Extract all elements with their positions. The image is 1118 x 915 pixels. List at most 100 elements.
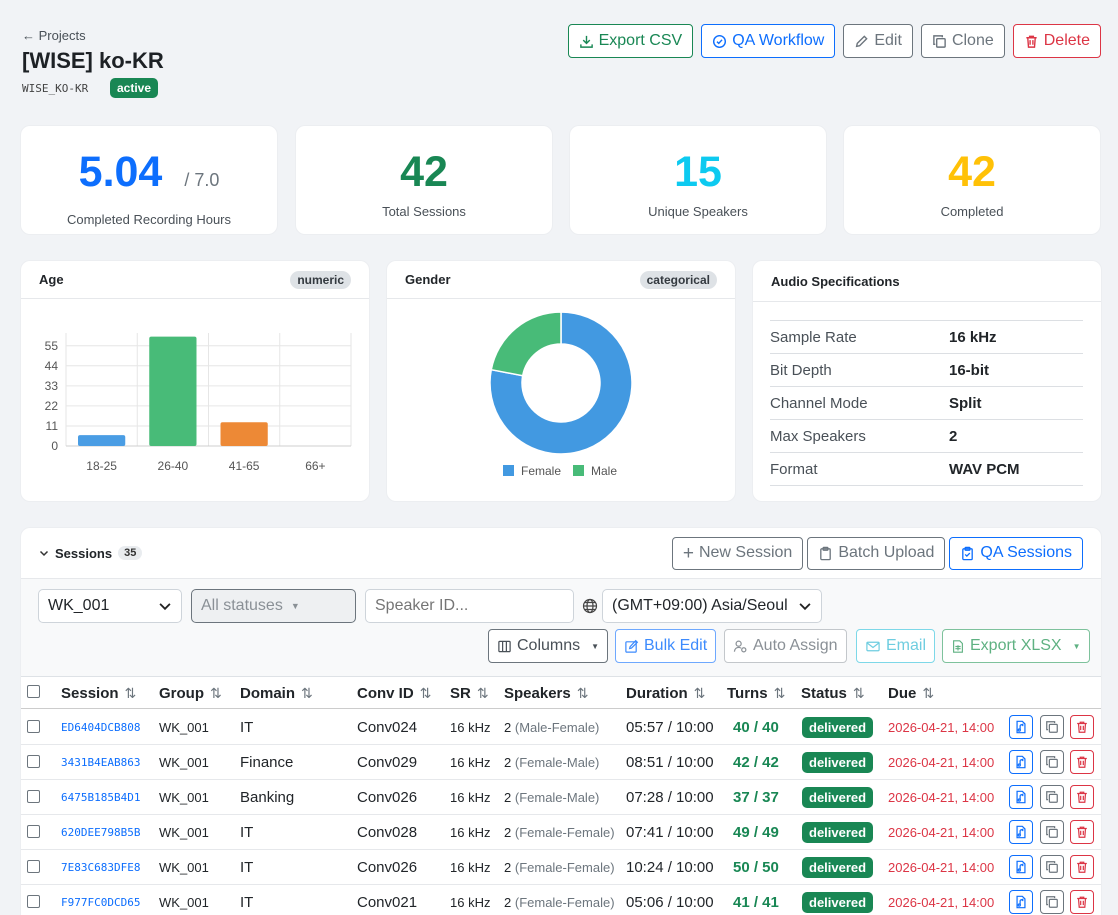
auto-assign-button[interactable]: Auto Assign xyxy=(724,629,847,663)
session-id-link[interactable]: 620DEE798B5B xyxy=(61,825,141,839)
status-select-value: All statuses xyxy=(201,597,283,614)
delete-row-button[interactable] xyxy=(1070,785,1094,809)
copy-icon xyxy=(933,34,946,48)
audio-file-button[interactable] xyxy=(1009,855,1033,879)
sample-rate-cell: 16 kHz xyxy=(450,754,491,770)
audio-file-button[interactable] xyxy=(1009,820,1033,844)
trash-icon xyxy=(1075,860,1089,874)
spec-value: 16 kHz xyxy=(949,328,997,346)
copy-icon xyxy=(1045,825,1059,839)
audio-file-button[interactable] xyxy=(1009,715,1033,739)
row-checkbox[interactable] xyxy=(27,720,40,733)
export-csv-button[interactable]: Export CSV xyxy=(567,24,694,58)
status-select[interactable]: All statuses ▼ xyxy=(191,589,356,623)
delete-row-button[interactable] xyxy=(1070,820,1094,844)
chevron-down-icon xyxy=(39,550,49,557)
columns-button[interactable]: Columns ▼ xyxy=(488,629,609,663)
session-id-link[interactable]: F977FC0DCD65 xyxy=(61,895,141,909)
audio-file-button[interactable] xyxy=(1009,785,1033,809)
table-row[interactable]: 7E83C683DFE8 WK_001 IT Conv026 16 kHz 2 (Fema… xyxy=(21,850,1101,885)
edit-button[interactable]: Edit xyxy=(843,24,913,58)
col-header-group[interactable]: Group ⇅ xyxy=(159,685,222,702)
session-id-link[interactable]: ED6404DCB808 xyxy=(61,720,141,734)
new-session-button[interactable]: + New Session xyxy=(671,536,804,570)
clone-row-button[interactable] xyxy=(1040,855,1064,879)
session-id-link[interactable]: 6475B185B4D1 xyxy=(61,790,141,804)
delete-label: Delete xyxy=(1043,32,1090,49)
bar-18-25 xyxy=(78,435,126,446)
bulk-edit-button[interactable]: Bulk Edit xyxy=(615,629,717,663)
email-button[interactable]: Email xyxy=(856,629,936,663)
edit-label: Edit xyxy=(874,32,902,49)
arrow-left-icon: ← xyxy=(22,28,35,43)
group-cell: WK_001 xyxy=(159,719,209,735)
clone-row-button[interactable] xyxy=(1040,890,1064,914)
clone-button[interactable]: Clone xyxy=(920,24,1005,58)
table-row[interactable]: F977FC0DCD65 WK_001 IT Conv021 16 kHz 2 (Fema… xyxy=(21,885,1101,915)
chevron-down-icon xyxy=(799,603,811,611)
stat-number: 5.04 xyxy=(78,148,163,196)
copy-icon xyxy=(1045,790,1059,804)
col-header-status[interactable]: Status ⇅ xyxy=(801,685,865,702)
trash-icon xyxy=(1075,755,1089,769)
select-all-checkbox[interactable] xyxy=(27,685,40,698)
turns-cell: 49 / 49 xyxy=(733,823,779,841)
session-id-link[interactable]: 7E83C683DFE8 xyxy=(61,860,141,874)
qa-workflow-button[interactable]: QA Workflow xyxy=(701,24,836,58)
clone-label: Clone xyxy=(951,32,994,49)
y-tick-label: 0 xyxy=(51,439,58,453)
conv-id-cell: Conv029 xyxy=(357,753,418,771)
table-row[interactable]: 620DEE798B5B WK_001 IT Conv028 16 kHz 2 (Fema… xyxy=(21,815,1101,850)
legend-label: Female xyxy=(521,464,561,478)
audio-file-button[interactable] xyxy=(1009,750,1033,774)
sessions-toggle[interactable]: Sessions 35 xyxy=(39,546,143,561)
export-xlsx-button[interactable]: Export XLSX ▼ xyxy=(942,629,1090,663)
table-row[interactable]: 6475B185B4D1 WK_001 Banking Conv026 16 kHz 2 … xyxy=(21,780,1101,815)
col-header-conv-id[interactable]: Conv ID ⇅ xyxy=(357,685,431,702)
bar-41-65 xyxy=(220,422,268,446)
delete-button[interactable]: Delete xyxy=(1012,24,1101,58)
card-title: Audio Specifications xyxy=(771,273,900,289)
session-id-link[interactable]: 3431B4EAB863 xyxy=(61,755,141,769)
speaker-id-input[interactable] xyxy=(365,589,574,623)
row-checkbox[interactable] xyxy=(27,860,40,873)
group-select[interactable]: WK_001 xyxy=(38,589,182,623)
col-header-label: Status xyxy=(801,684,847,702)
row-checkbox[interactable] xyxy=(27,825,40,838)
col-header-speakers[interactable]: Speakers ⇅ xyxy=(504,685,588,702)
stat-card-hours: 5.04 / 7.0 Completed Recording Hours xyxy=(21,126,277,234)
col-header-label: Speakers xyxy=(504,684,571,702)
stat-label: Unique Speakers xyxy=(648,204,748,219)
delete-row-button[interactable] xyxy=(1070,750,1094,774)
spec-key: Channel Mode xyxy=(770,394,868,412)
clone-row-button[interactable] xyxy=(1040,750,1064,774)
audio-specs-card: Audio Specifications Sample Rate 16 kHz B… xyxy=(753,261,1101,501)
col-header-duration[interactable]: Duration ⇅ xyxy=(626,685,705,702)
table-row[interactable]: ED6404DCB808 WK_001 IT Conv024 16 kHz 2 (Male… xyxy=(21,710,1101,745)
audio-file-button[interactable] xyxy=(1009,890,1033,914)
copy-icon xyxy=(1045,720,1059,734)
batch-upload-button[interactable]: Batch Upload xyxy=(807,536,946,570)
project-code: WISE_KO-KR xyxy=(22,82,89,95)
col-header-due[interactable]: Due ⇅ xyxy=(888,685,934,702)
due-cell: 2026-04-21, 14:00 xyxy=(888,719,995,735)
sample-rate-cell: 16 kHz xyxy=(450,719,491,735)
col-header-session[interactable]: Session ⇅ xyxy=(61,685,136,702)
col-header-turns[interactable]: Turns ⇅ xyxy=(727,685,785,702)
row-checkbox[interactable] xyxy=(27,790,40,803)
delete-row-button[interactable] xyxy=(1070,890,1094,914)
delete-row-button[interactable] xyxy=(1070,855,1094,879)
row-checkbox[interactable] xyxy=(27,755,40,768)
col-header-domain[interactable]: Domain ⇅ xyxy=(240,685,313,702)
col-header-sr[interactable]: SR ⇅ xyxy=(450,685,489,702)
qa-sessions-button[interactable]: QA Sessions xyxy=(949,536,1083,570)
clone-row-button[interactable] xyxy=(1040,785,1064,809)
clone-row-button[interactable] xyxy=(1040,715,1064,739)
clone-row-button[interactable] xyxy=(1040,820,1064,844)
sort-icon: ⇅ xyxy=(852,684,865,701)
back-to-projects-link[interactable]: ← Projects xyxy=(22,28,86,43)
timezone-select[interactable]: (GMT+09:00) Asia/Seoul xyxy=(602,589,822,623)
row-checkbox[interactable] xyxy=(27,895,40,908)
table-row[interactable]: 3431B4EAB863 WK_001 Finance Conv029 16 kHz 2 … xyxy=(21,745,1101,780)
delete-row-button[interactable] xyxy=(1070,715,1094,739)
